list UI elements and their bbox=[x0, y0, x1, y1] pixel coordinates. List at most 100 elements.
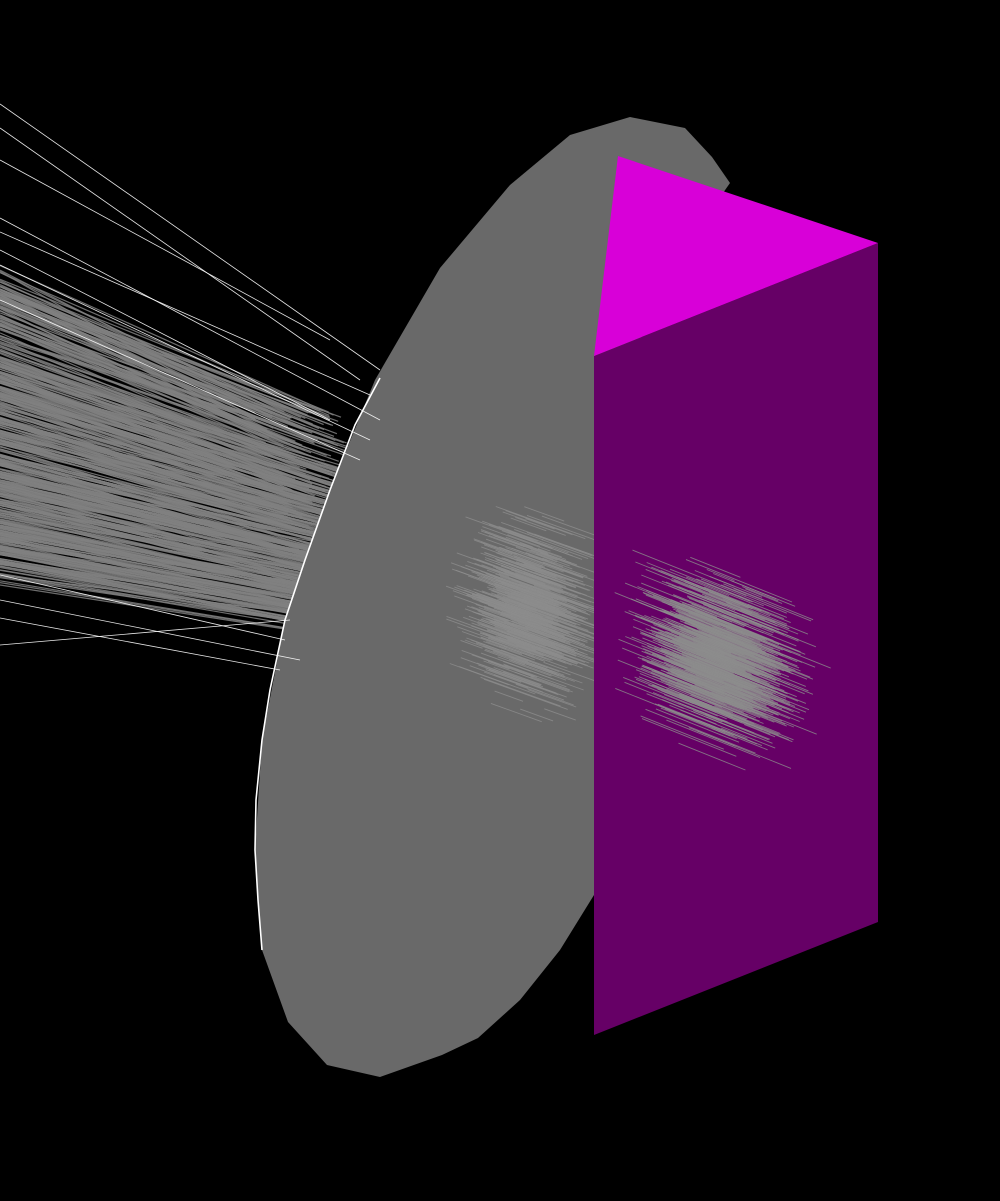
lens-spot-ray bbox=[530, 549, 580, 568]
lens-spot-ray bbox=[495, 620, 585, 654]
prism-spot-ray bbox=[701, 593, 790, 630]
stray-ray bbox=[0, 103, 381, 371]
prism-spot-ray bbox=[715, 622, 745, 636]
lens-spot-ray bbox=[510, 616, 548, 631]
prism-spot-ray bbox=[676, 605, 754, 637]
prism-spot-ray bbox=[720, 584, 812, 622]
lens-spot-ray bbox=[508, 577, 595, 610]
lens-spot-ray bbox=[499, 636, 537, 651]
prism-spot-ray bbox=[669, 568, 751, 602]
lens-spot-ray bbox=[502, 568, 578, 597]
lens-spot-ray bbox=[498, 645, 523, 655]
prism-spot-ray bbox=[683, 704, 726, 723]
lens-spot-ray bbox=[488, 535, 558, 561]
prism-spot-ray bbox=[632, 549, 747, 597]
prism-spot-ray bbox=[623, 676, 727, 720]
lens-spot-ray bbox=[475, 642, 529, 663]
prism-spot-ray bbox=[682, 602, 718, 618]
prism-spot-ray bbox=[724, 684, 775, 706]
prism-spot-ray bbox=[617, 659, 725, 704]
lens-spot-ray bbox=[536, 553, 570, 567]
incoming-ray bbox=[0, 370, 358, 481]
lens-spot-ray bbox=[509, 596, 560, 616]
prism-spot-ray bbox=[715, 693, 744, 706]
lens-spot-ray bbox=[497, 579, 574, 609]
lens-spot-ray bbox=[548, 599, 591, 616]
lens-spot-ray bbox=[495, 506, 586, 540]
prism-spot-ray bbox=[615, 687, 726, 733]
lens-spot-ray bbox=[467, 560, 510, 577]
incoming-ray bbox=[0, 279, 292, 419]
prism-spot-ray bbox=[665, 617, 777, 663]
prism-spot-ray bbox=[685, 559, 793, 603]
lens-spot-ray bbox=[504, 603, 543, 619]
prism-spot-ray bbox=[728, 650, 781, 673]
prism-spot-ray bbox=[720, 727, 748, 739]
lens-spot-ray bbox=[465, 564, 545, 594]
lens-spot-ray bbox=[478, 607, 547, 633]
incoming-ray bbox=[0, 409, 368, 515]
lens-spot-ray bbox=[493, 674, 565, 701]
prism-spot-ray bbox=[690, 710, 757, 738]
prism-spot-ray bbox=[713, 573, 796, 607]
lens-spot-ray bbox=[502, 634, 588, 666]
incoming-ray bbox=[0, 479, 312, 564]
lens-spot-ray bbox=[523, 572, 547, 583]
lens-spot-ray bbox=[532, 649, 566, 663]
incoming-ray bbox=[0, 504, 325, 585]
lens-spot-ray bbox=[494, 576, 554, 599]
incoming-ray bbox=[0, 346, 323, 461]
prism-spot-ray bbox=[695, 626, 770, 657]
lens-spot-ray bbox=[500, 565, 551, 585]
prism-top-face[interactable] bbox=[594, 156, 878, 356]
prism-spot-ray bbox=[745, 588, 783, 604]
lens-spot-ray bbox=[500, 564, 556, 586]
prism-spot-ray bbox=[678, 673, 708, 686]
lens-spot-ray bbox=[487, 604, 533, 622]
lens-spot-ray bbox=[505, 510, 573, 536]
lens-spot-ray bbox=[456, 552, 534, 582]
lens-spot-ray bbox=[483, 671, 529, 689]
incoming-ray bbox=[0, 446, 362, 537]
lens-spot-ray bbox=[477, 623, 562, 655]
incoming-ray bbox=[0, 450, 349, 546]
lens-spot-ray bbox=[481, 564, 561, 594]
prism-spot-ray bbox=[726, 684, 794, 713]
prism-spot-ray bbox=[654, 703, 699, 722]
lens-spot-ray bbox=[526, 651, 547, 660]
prism-spot-ray bbox=[673, 595, 739, 622]
prism-spot-ray bbox=[688, 607, 721, 622]
incoming-ray bbox=[0, 407, 340, 517]
prism-spot-ray bbox=[738, 656, 764, 668]
incoming-ray bbox=[0, 485, 308, 564]
lens-spot-ray bbox=[486, 582, 543, 604]
prism-spot-ray bbox=[691, 603, 745, 626]
prism-spot-ray bbox=[687, 596, 799, 642]
lens-spot-ray bbox=[476, 662, 544, 688]
prism-spot-ray bbox=[696, 635, 785, 672]
lens-spot-ray bbox=[468, 615, 538, 642]
prism-spot-ray bbox=[708, 591, 749, 609]
lens-spot-ray bbox=[525, 552, 549, 562]
lens-spot-ray bbox=[498, 573, 567, 599]
incoming-ray bbox=[0, 304, 325, 431]
incoming-ray bbox=[0, 413, 314, 518]
lens-spot-ray bbox=[495, 628, 562, 654]
lens-spot-ray bbox=[510, 629, 599, 663]
lens-ray-spot bbox=[445, 506, 614, 723]
lens-spot-ray bbox=[498, 637, 532, 650]
lens-spot-ray bbox=[526, 531, 593, 557]
prism-spot-ray bbox=[678, 694, 779, 736]
incoming-ray bbox=[0, 372, 315, 497]
prism-spot-ray bbox=[744, 724, 776, 738]
lens-spot-ray bbox=[526, 514, 595, 541]
prism-spot-ray bbox=[717, 622, 831, 669]
prism-spot-ray bbox=[762, 693, 790, 706]
lens-spot-ray bbox=[508, 659, 567, 681]
prism-spot-ray bbox=[660, 650, 755, 689]
prism-spot-ray bbox=[671, 662, 724, 685]
prism-spot-ray bbox=[666, 719, 761, 759]
lens-spot-ray bbox=[544, 708, 576, 721]
